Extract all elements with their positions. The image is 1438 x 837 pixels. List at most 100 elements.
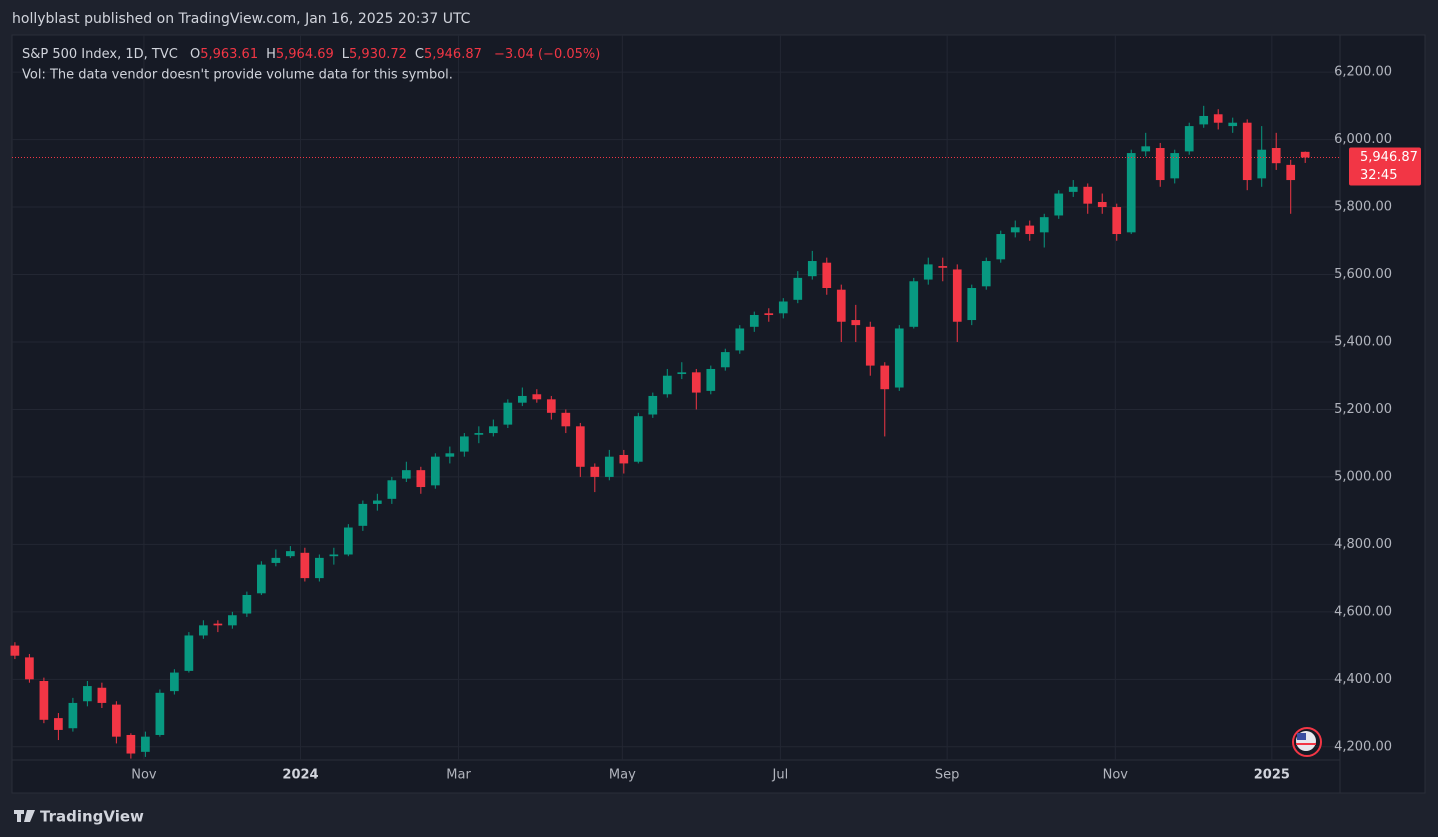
y-tick-label: 4,400.00 bbox=[1334, 672, 1392, 687]
candle-body bbox=[83, 686, 92, 702]
candle-body bbox=[155, 692, 165, 735]
change: −3.04 (−0.05%) bbox=[494, 47, 600, 62]
candle-body bbox=[25, 657, 34, 680]
candle-body bbox=[459, 436, 469, 452]
y-tick-label: 4,200.00 bbox=[1334, 739, 1392, 754]
y-tick-label: 4,800.00 bbox=[1334, 537, 1392, 552]
y-tick-label: 5,200.00 bbox=[1334, 402, 1392, 417]
candles bbox=[10, 105, 1340, 759]
candle-body bbox=[1228, 122, 1238, 127]
x-tick-label: Nov bbox=[1103, 768, 1129, 783]
candle-body bbox=[1054, 193, 1064, 216]
candle-body bbox=[996, 234, 1006, 260]
candle-body bbox=[880, 365, 890, 390]
candle-body bbox=[344, 527, 353, 555]
y-tick-label: 6,200.00 bbox=[1334, 65, 1392, 80]
candle-body bbox=[1300, 151, 1310, 158]
candle-body bbox=[416, 470, 426, 488]
candle-body bbox=[1025, 225, 1035, 235]
candle-body bbox=[720, 352, 730, 368]
candle-body bbox=[836, 289, 846, 322]
candle-body bbox=[141, 736, 150, 752]
candle-body bbox=[430, 456, 440, 486]
y-tick-label: 5,600.00 bbox=[1334, 267, 1392, 282]
candle-body bbox=[706, 368, 716, 391]
candle-body bbox=[1068, 186, 1078, 192]
candle-body bbox=[1286, 164, 1296, 181]
ohlc: O5,963.61 H5,964.69 L5,930.72 C5,946.87 bbox=[190, 47, 482, 62]
symbol: S&P 500 Index, 1D, TVC bbox=[22, 47, 178, 62]
candle-body bbox=[1199, 115, 1209, 125]
candle-body bbox=[546, 399, 556, 413]
candle-body bbox=[271, 557, 281, 563]
ohlc-value: 5,946.87 bbox=[424, 47, 482, 62]
candle-body bbox=[981, 261, 991, 287]
y-tick-label: 6,000.00 bbox=[1334, 132, 1392, 147]
candle-body bbox=[112, 704, 121, 737]
candle-body bbox=[1184, 126, 1194, 152]
candle-body bbox=[532, 394, 542, 400]
candle-body bbox=[793, 277, 803, 300]
candle-body bbox=[604, 456, 614, 477]
x-tick-label: Nov bbox=[131, 768, 157, 783]
candle-body bbox=[807, 261, 817, 277]
ohlc-key: H bbox=[266, 47, 276, 62]
price-tag bbox=[1349, 147, 1421, 186]
y-tick-label: 5,400.00 bbox=[1334, 334, 1392, 349]
candle-body bbox=[1155, 148, 1165, 181]
candle-body bbox=[1242, 122, 1252, 181]
candle-body bbox=[401, 470, 411, 479]
candle-body bbox=[445, 453, 455, 457]
candle-body bbox=[39, 681, 49, 720]
candle-body bbox=[97, 687, 107, 703]
candle-body bbox=[1271, 148, 1281, 164]
chart-panel bbox=[11, 34, 1426, 794]
candle-body bbox=[865, 326, 875, 366]
x-tick-label: 2024 bbox=[282, 768, 318, 783]
candle-body bbox=[691, 372, 701, 393]
candle-body bbox=[387, 480, 397, 499]
y-tick-label: 4,600.00 bbox=[1334, 604, 1392, 619]
candle-body bbox=[372, 500, 382, 504]
candle-body bbox=[257, 564, 266, 594]
candle-body bbox=[1141, 146, 1151, 152]
volume-note: Vol: The data vendor doesn't provide vol… bbox=[22, 68, 453, 83]
candle-body bbox=[923, 264, 933, 280]
candle-body bbox=[619, 454, 629, 464]
candle-body bbox=[677, 372, 687, 375]
candle-body bbox=[648, 395, 658, 415]
ohlc-value: 5,964.69 bbox=[276, 47, 334, 62]
x-tick-label: Jul bbox=[772, 768, 789, 783]
brand-name: TradingView bbox=[40, 808, 144, 826]
x-tick-label: May bbox=[609, 768, 636, 783]
ohlc-key: O bbox=[190, 47, 200, 62]
candle-body bbox=[909, 281, 919, 327]
candle-body bbox=[199, 625, 208, 636]
x-tick-label: 2025 bbox=[1254, 768, 1290, 783]
candle-body bbox=[952, 269, 962, 322]
candle-body bbox=[894, 328, 904, 388]
candle-body bbox=[228, 615, 237, 626]
candle-body bbox=[517, 395, 527, 403]
candle-body bbox=[286, 551, 295, 557]
price-tag-value: 5,946.87 bbox=[1360, 150, 1418, 165]
candle-body bbox=[967, 288, 977, 321]
candle-body bbox=[1170, 153, 1180, 179]
candle-body bbox=[358, 503, 368, 526]
candle-body bbox=[1010, 227, 1020, 233]
candle-body bbox=[778, 301, 788, 314]
legend: S&P 500 Index, 1D, TVC O5,963.61 H5,964.6… bbox=[22, 47, 600, 62]
candle-body bbox=[851, 320, 861, 326]
ohlc-value: 5,930.72 bbox=[349, 47, 407, 62]
candle-body bbox=[170, 672, 179, 692]
candle-body bbox=[10, 645, 20, 656]
candle-body bbox=[329, 554, 339, 557]
flag-icon bbox=[1292, 727, 1322, 757]
candle-body bbox=[590, 466, 600, 477]
candle-body bbox=[1126, 153, 1136, 233]
candle-body bbox=[213, 623, 223, 626]
candle-body bbox=[68, 702, 78, 729]
candle-body bbox=[1112, 207, 1122, 235]
candle-body bbox=[662, 375, 672, 395]
